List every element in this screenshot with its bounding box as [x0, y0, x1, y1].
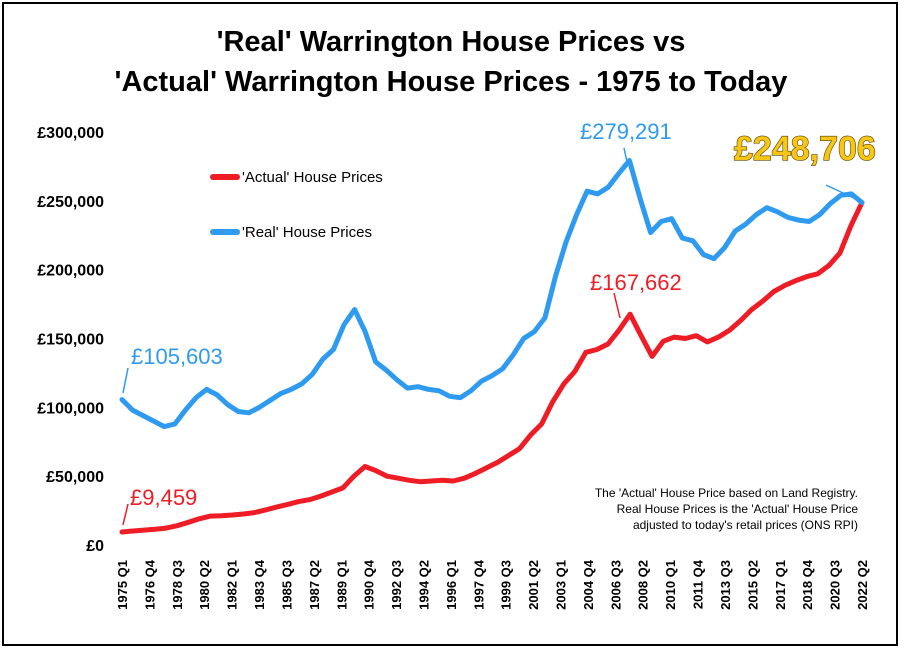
x-tick-label: 2018 Q4: [800, 559, 815, 610]
x-tick-label: 2003 Q1: [554, 560, 569, 610]
x-tick-label: 1975 Q1: [115, 560, 130, 610]
x-tick-label: 2020 Q3: [828, 560, 843, 610]
note-line-2: Real House Prices is the 'Actual' House …: [617, 502, 859, 516]
legend-label-real: 'Real' House Prices: [242, 224, 372, 241]
y-tick-label: £200,000: [37, 263, 104, 280]
legend-label-actual: 'Actual' House Prices: [242, 169, 383, 186]
x-tick-label: 2017 Q1: [773, 560, 788, 610]
real-peak-leader: [623, 147, 628, 163]
x-tick-label: 2010 Q1: [663, 560, 678, 610]
note-line-3: adjusted to today's retail prices (ONS R…: [633, 518, 858, 532]
x-tick-label: 2013 Q3: [718, 560, 733, 610]
real-price-line: [119, 158, 865, 430]
x-tick-label: 2006 Q3: [608, 560, 623, 610]
x-tick-label: 2008 Q2: [636, 560, 651, 610]
x-tick-label: 1982 Q1: [225, 560, 240, 610]
source-note: The 'Actual' House Price based on Land R…: [595, 486, 858, 532]
chart-title-line-1: 'Real' Warrington House Prices vs: [216, 26, 686, 58]
y-tick-label: £0: [86, 538, 104, 555]
chart-title-line-2: 'Actual' Warrington House Prices - 1975 …: [114, 66, 788, 98]
x-axis: 1975 Q1 1976 Q4 1978 Q3 1980 Q2 1982 Q1 1983 …: [115, 559, 870, 610]
x-tick-label: 2001 Q2: [526, 560, 541, 610]
x-tick-label: 2004 Q4: [581, 559, 596, 610]
current-price-label: £248,706: [734, 130, 876, 168]
actual-price-line: [119, 200, 865, 535]
x-tick-label: 1980 Q2: [197, 560, 212, 610]
x-tick-label: 2022 Q2: [855, 560, 870, 610]
y-tick-label: £300,000: [37, 125, 104, 142]
actual-peak-label: £167,662: [590, 270, 682, 295]
real-start-leader: [122, 367, 129, 394]
x-tick-label: 1976 Q4: [142, 559, 157, 610]
x-tick-label: 2011 Q4: [691, 559, 706, 609]
actual-start-leader: [122, 503, 129, 526]
actual-start-label: £9,459: [130, 485, 197, 510]
chart-title: 'Real' Warrington House Prices vs 'Actua…: [0, 22, 902, 102]
y-tick-label: £100,000: [37, 400, 104, 417]
y-tick-label: £50,000: [46, 469, 104, 486]
y-tick-label: £250,000: [37, 194, 104, 211]
x-tick-label: 1997 Q4: [471, 559, 486, 610]
x-tick-label: 1989 Q1: [334, 560, 349, 610]
x-tick-label: 1990 Q4: [362, 559, 377, 610]
x-tick-label: 1978 Q3: [170, 560, 185, 610]
legend: 'Actual' House Prices 'Real' House Price…: [210, 169, 383, 241]
note-line-1: The 'Actual' House Price based on Land R…: [595, 486, 858, 500]
x-tick-label: 1985 Q3: [279, 560, 294, 610]
y-axis: £0 £50,000 £100,000 £150,000 £200,000 £250,00…: [37, 125, 104, 555]
x-tick-label: 1994 Q2: [416, 560, 431, 610]
x-tick-label: 1987 Q2: [307, 560, 322, 610]
annotations: £105,603 £9,459 £279,291 £167,662 £248,706: [122, 119, 876, 526]
x-tick-label: 1983 Q4: [252, 559, 267, 610]
y-tick-label: £150,000: [37, 332, 104, 349]
actual-peak-leader: [613, 292, 621, 319]
series-lines: [119, 158, 865, 535]
x-tick-label: 1996 Q1: [444, 560, 459, 610]
real-start-label: £105,603: [131, 344, 223, 369]
x-tick-label: 2015 Q2: [745, 560, 760, 610]
x-tick-label: 1999 Q3: [499, 560, 514, 610]
current-leader: [825, 184, 859, 201]
real-peak-label: £279,291: [580, 119, 672, 144]
x-tick-label: 1992 Q3: [389, 560, 404, 610]
